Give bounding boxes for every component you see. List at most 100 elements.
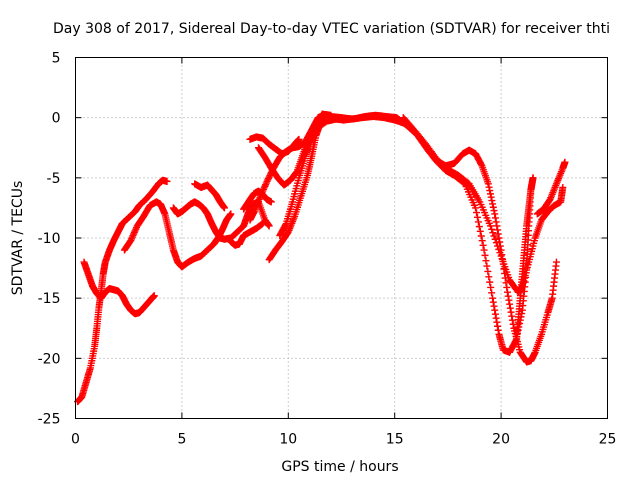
data-point-marker [529, 174, 537, 182]
data-point-marker [483, 262, 491, 270]
data-point-marker [490, 207, 498, 215]
data-point-marker [486, 278, 494, 286]
data-point-marker [485, 183, 493, 191]
data-point-marker [501, 269, 509, 277]
data-point-marker [501, 274, 509, 282]
data-point-marker [502, 279, 510, 287]
data-point-marker [477, 160, 485, 168]
data-point-marker [262, 179, 270, 187]
data-point-marker [460, 179, 468, 187]
data-point-marker [295, 135, 303, 143]
data-point-marker [487, 283, 495, 291]
data-point-marker [132, 225, 140, 233]
data-point-marker [488, 289, 496, 297]
y-tick-label: -5 [47, 171, 61, 187]
x-tick-label: 5 [177, 432, 186, 448]
data-point-marker [486, 222, 494, 230]
data-point-marker [489, 203, 497, 211]
data-point-marker [261, 182, 269, 190]
y-tick-label: -15 [38, 291, 61, 307]
marks-layer [74, 110, 569, 406]
data-point-marker [491, 306, 499, 314]
data-point-marker [491, 310, 499, 318]
data-point-marker [495, 234, 503, 242]
data-point-marker [499, 260, 507, 268]
data-point-marker [491, 210, 499, 218]
x-tick-label: 10 [279, 432, 297, 448]
series-arc-9 [246, 133, 303, 158]
data-point-marker [490, 232, 498, 240]
x-tick-label: 0 [71, 432, 80, 448]
data-point-marker [258, 189, 266, 197]
data-point-marker [259, 185, 267, 193]
data-point-marker [496, 238, 504, 246]
data-point-marker [489, 294, 497, 302]
data-point-marker [505, 296, 513, 304]
data-point-marker [227, 210, 235, 218]
y-axis-title: SDTVAR / TECUs [10, 181, 26, 296]
data-point-marker [492, 218, 500, 226]
x-tick-label: 25 [599, 432, 617, 448]
data-point-marker [504, 292, 512, 300]
data-point-marker [474, 218, 482, 226]
x-tick-label: 20 [492, 432, 510, 448]
data-point-marker [473, 209, 481, 217]
data-point-marker [128, 235, 136, 243]
data-point-marker [508, 316, 516, 324]
data-point-marker [475, 223, 483, 231]
data-point-marker [130, 228, 138, 236]
data-point-marker [508, 312, 516, 320]
data-point-marker [492, 314, 500, 322]
data-point-marker [498, 251, 506, 259]
data-point-marker [499, 255, 507, 263]
data-point-marker [479, 241, 487, 249]
series-arc-5 [191, 180, 228, 212]
data-point-marker [489, 298, 497, 306]
data-point-marker [473, 213, 481, 221]
data-point-marker [257, 192, 265, 200]
data-point-marker [482, 257, 490, 265]
data-point-marker [333, 115, 341, 123]
x-tick-label: 15 [386, 432, 404, 448]
data-point-marker [487, 193, 495, 201]
series-arc-14 [533, 158, 569, 218]
data-point-marker [262, 181, 270, 189]
data-point-marker [220, 204, 228, 212]
series-arc-2 [80, 258, 158, 318]
data-point-marker [503, 288, 511, 296]
data-point-marker [491, 214, 499, 222]
data-point-marker [494, 226, 502, 234]
data-point-marker [472, 204, 480, 212]
data-point-marker [497, 246, 505, 254]
y-tick-label: 5 [52, 51, 61, 67]
data-point-marker [493, 318, 501, 326]
data-point-marker [267, 198, 275, 206]
series-arc-3 [120, 198, 235, 271]
data-point-marker [561, 158, 569, 166]
data-point-marker [489, 200, 497, 208]
data-point-marker [494, 322, 502, 330]
data-point-marker [493, 222, 501, 230]
y-tick-label: -20 [38, 351, 61, 367]
data-point-marker [494, 230, 502, 238]
data-point-marker [485, 273, 493, 281]
data-point-marker [506, 304, 514, 312]
data-point-marker [265, 222, 273, 230]
data-point-marker [491, 235, 499, 243]
data-point-marker [281, 221, 289, 229]
data-point-marker [552, 258, 560, 266]
series-arc-13 [399, 114, 560, 366]
data-point-marker [486, 187, 494, 195]
data-point-marker [259, 187, 267, 195]
data-point-marker [127, 236, 135, 244]
data-point-marker [128, 233, 136, 241]
data-point-marker [559, 183, 567, 191]
series-arc-6 [227, 220, 267, 249]
data-point-marker [478, 237, 486, 245]
data-point-marker [500, 265, 508, 273]
plot-frame [75, 57, 608, 419]
y-tick-label: 0 [52, 111, 61, 127]
series-arc-12 [276, 115, 341, 240]
